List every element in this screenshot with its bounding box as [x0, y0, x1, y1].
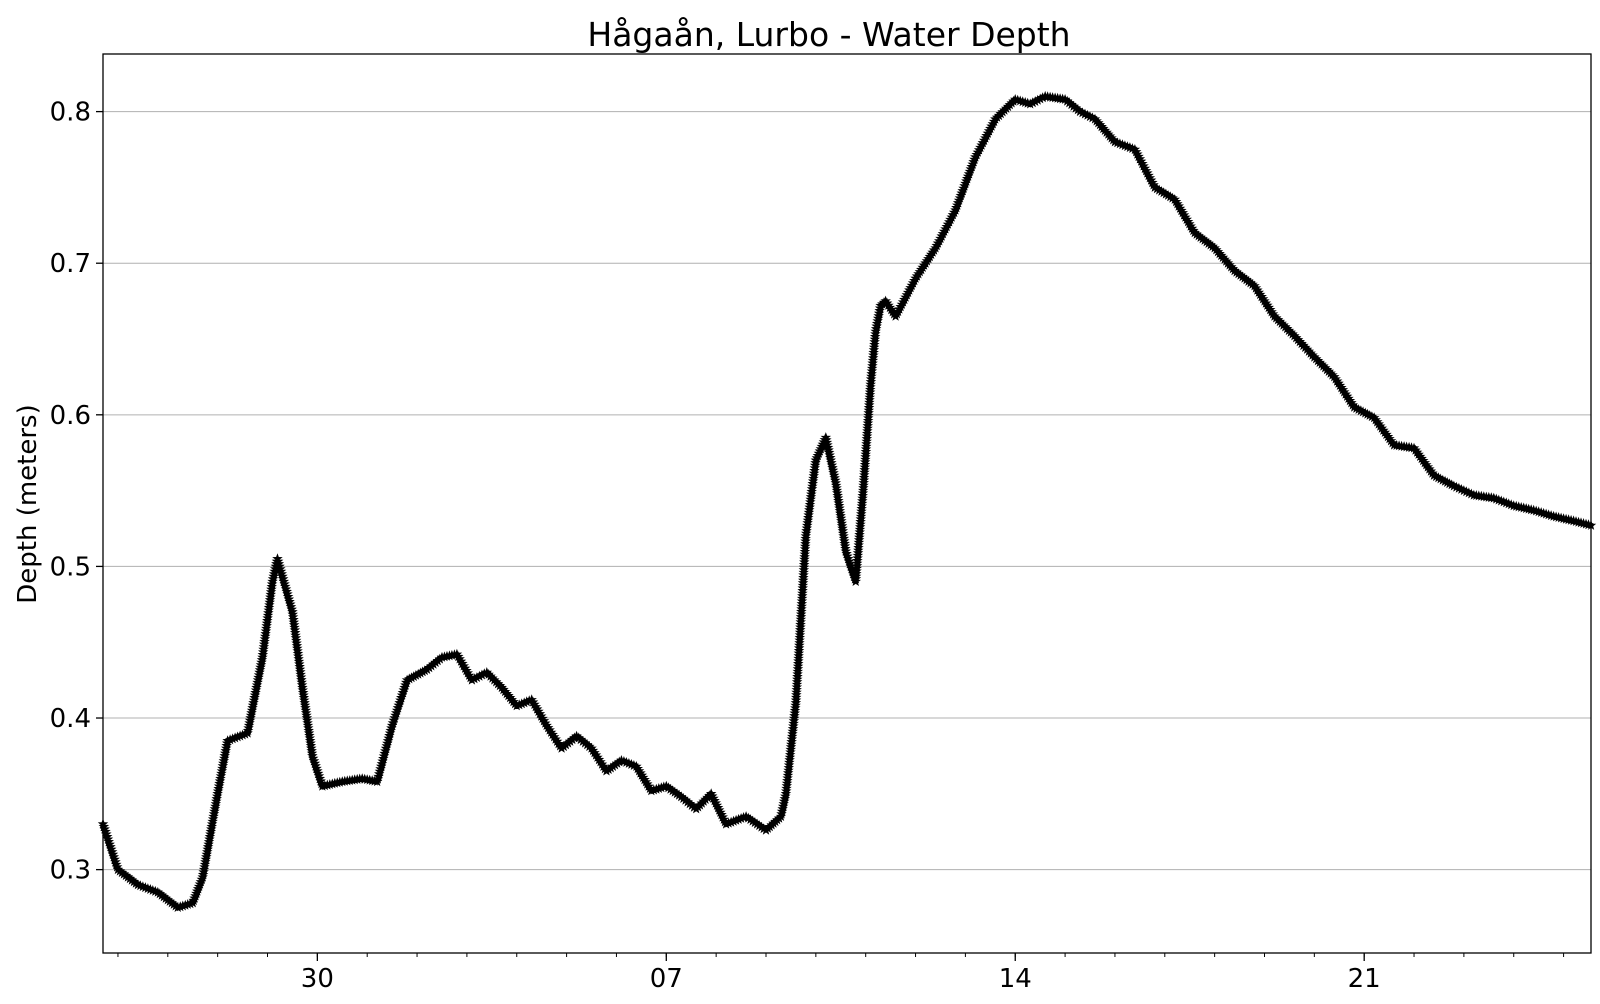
y-tick-label: 0.5 — [50, 552, 91, 582]
plot-area-frame — [102, 53, 1592, 954]
chart-title: Hågaån, Lurbo - Water Depth — [587, 15, 1070, 54]
y-axis-label: Depth (meters) — [13, 404, 43, 604]
x-tick-label: 30 — [301, 964, 334, 994]
x-tick-label: 07 — [650, 964, 683, 994]
y-tick-label: 0.4 — [50, 704, 91, 734]
y-tick-label: 0.8 — [50, 98, 91, 128]
axis-ticks: 0.3 0.4 0.5 0.6 0.7 0.8 30 07 14 21 — [50, 98, 1565, 994]
grid-lines — [103, 111, 1591, 871]
x-tick-label: 21 — [1348, 964, 1381, 994]
y-tick-label: 0.3 — [50, 856, 91, 886]
y-tick-label: 0.6 — [50, 401, 91, 431]
y-tick-label: 0.7 — [50, 249, 91, 279]
series-layer — [97, 90, 1597, 912]
x-tick-label: 14 — [999, 964, 1032, 994]
